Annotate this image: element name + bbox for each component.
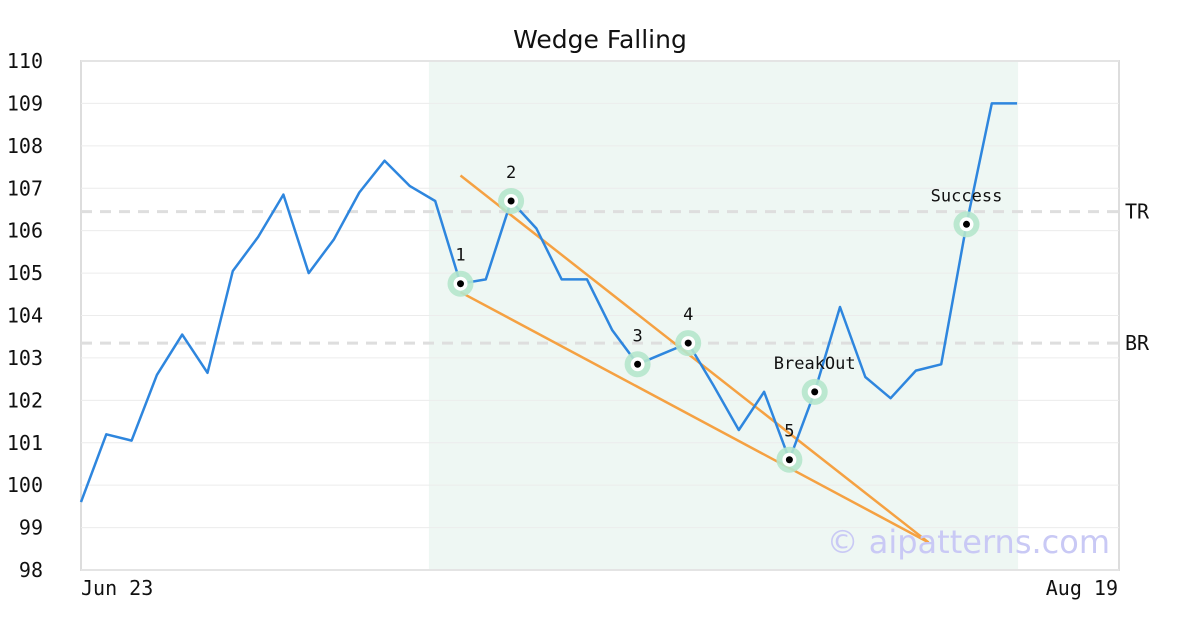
y-tick-label: 104 (7, 304, 43, 328)
marker-dot (785, 456, 793, 464)
y-axis-ticks: 98 99 100 101 102 103 104 105 106 107 108 109 110 (7, 49, 43, 582)
marker-dot (684, 339, 692, 347)
marker-dot (457, 280, 464, 288)
trendline (459, 291, 930, 544)
marker-label: 4 (683, 305, 693, 325)
y-tick-label: 106 (7, 219, 43, 243)
x-axis-ticks: Jun 23 Aug 19 (81, 576, 1118, 600)
price-line (79, 102, 1018, 503)
y-tick-label: 110 (7, 49, 43, 73)
y-tick-label: 98 (19, 558, 43, 582)
watermark: © aipatterns.com (827, 523, 1110, 561)
y-tick-label: 100 (7, 473, 43, 497)
marker-label: 2 (506, 163, 516, 183)
reference-line-label: TR (1125, 200, 1150, 224)
y-tick-label: 101 (7, 431, 43, 455)
x-tick-label: Aug 19 (1046, 576, 1118, 600)
trendline (459, 174, 930, 544)
marker-dot (634, 360, 642, 368)
reference-lines: TR BR (81, 200, 1150, 355)
y-tick-label: 108 (7, 134, 43, 158)
marker-dot (963, 220, 970, 228)
marker-label: BreakOut (774, 354, 856, 374)
gridlines (81, 60, 1119, 571)
marker-label: 3 (632, 326, 642, 346)
y-tick-label: 102 (7, 388, 43, 412)
y-tick-label: 105 (7, 261, 43, 285)
y-tick-label: 103 (7, 346, 43, 370)
x-tick-label: Jun 23 (81, 576, 153, 600)
reference-line-label: BR (1125, 331, 1150, 355)
marker-label: 1 (455, 246, 465, 266)
marker-label: 5 (784, 422, 794, 442)
price-series (79, 102, 1018, 503)
chart-title: Wedge Falling (513, 25, 687, 54)
marker-label: Success (931, 186, 1003, 206)
pattern-markers: 1 2 3 4 5 BreakOut Success (447, 163, 1003, 473)
y-tick-label: 107 (7, 176, 43, 200)
y-tick-label: 99 (19, 516, 43, 540)
wedge-trendlines (459, 174, 930, 544)
y-tick-label: 109 (7, 91, 43, 115)
marker-dot (811, 388, 819, 396)
marker-dot (507, 197, 515, 205)
